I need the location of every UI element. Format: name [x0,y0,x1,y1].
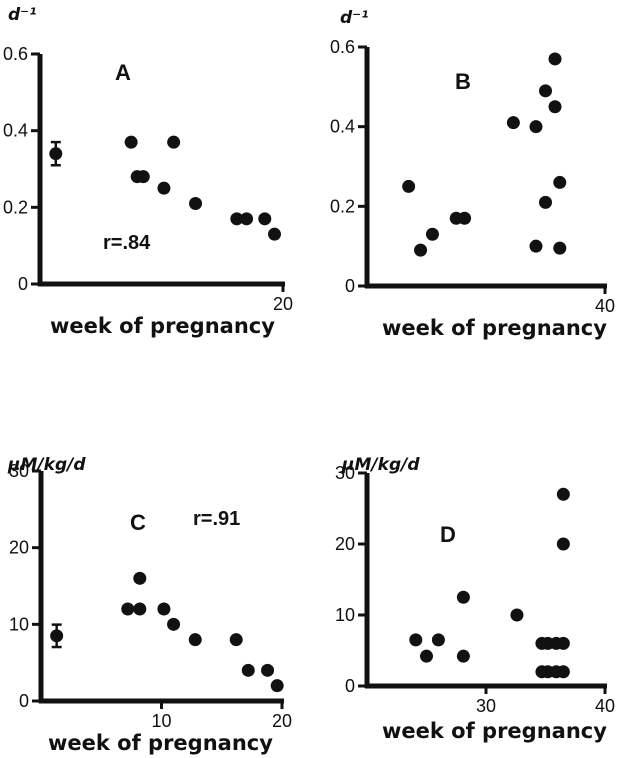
data-point [506,116,520,130]
data-point [230,212,244,226]
data-point [133,602,147,616]
data-point [529,239,543,253]
data-point [414,243,428,257]
y-tick-label: 0 [18,274,28,294]
y-tick-label: 0.2 [330,196,355,216]
data-point [240,212,254,226]
correlation-annotation: r=.84 [103,232,151,254]
data-point [553,175,567,189]
data-point [188,633,202,647]
data-point [529,120,543,134]
data-point [556,487,570,501]
data-point [456,590,470,604]
y-tick-label: 20 [335,534,355,554]
data-point [136,170,150,184]
data-point [124,135,138,149]
y-axis-label: μM/kg/d [7,455,86,475]
y-tick-label: 10 [335,605,355,625]
y-tick-label: 0 [345,276,355,296]
y-tick-label: 30 [335,463,355,483]
data-point [456,649,470,663]
data-point [510,608,524,622]
panel-letter: D [440,522,456,547]
y-tick-label: 0.6 [3,44,28,64]
data-point [121,602,135,616]
y-axis-label: d⁻¹ [8,5,37,25]
y-tick-label: 0 [345,676,355,696]
data-point [431,633,445,647]
data-point [402,179,416,193]
data-point [420,649,433,663]
data-point [539,84,552,98]
data-point [556,537,570,551]
data-point [548,52,562,66]
data-point [458,211,472,225]
data-point [539,195,552,209]
x-tick-label: 40 [595,296,615,316]
data-point [189,197,203,210]
data-point [553,241,567,255]
data-point [548,100,562,114]
data-point [267,227,281,241]
y-tick-label: 30 [9,461,29,481]
y-tick-label: 0.4 [3,121,28,141]
data-point [167,135,181,149]
data-point [556,636,570,650]
x-tick-label: 20 [273,294,293,314]
y-tick-label: 20 [9,538,29,558]
y-axis-label: μM/kg/d [341,455,420,475]
data-point [157,181,171,195]
data-point [261,663,275,677]
y-tick-label: 0.4 [330,117,355,137]
y-tick-label: 0 [19,691,29,711]
mean-point [50,629,64,643]
panel-letter: C [130,510,146,535]
x-tick-label: 30 [476,696,496,716]
y-tick-label: 0.2 [3,197,28,217]
y-axis-label: d⁻¹ [340,8,369,28]
panel-letter: A [115,60,131,85]
x-axis-label: week of pregnancy [382,316,607,340]
x-tick-label: 10 [151,711,171,731]
data-point [133,571,147,585]
data-point [258,212,272,226]
data-point [409,633,423,647]
data-point [270,679,284,693]
y-tick-label: 10 [9,614,29,634]
data-point [425,227,439,241]
data-point [229,633,243,647]
x-axis-label: week of pregnancy [48,731,273,755]
x-tick-label: 20 [272,711,292,731]
x-tick-label: 40 [595,696,615,716]
data-point [157,602,171,616]
panel-letter: B [455,69,471,94]
x-axis-label: week of pregnancy [50,314,275,338]
mean-point [49,147,63,161]
data-point [241,663,255,677]
data-point [556,665,570,679]
correlation-annotation: r=.91 [193,508,240,530]
data-point [167,617,181,631]
panel-d: 0 10 20 30 30 40 week of pregnancy μM/kg/d D [335,455,615,743]
y-tick-label: 0.6 [330,37,355,57]
x-axis-label: week of pregnancy [382,719,607,743]
